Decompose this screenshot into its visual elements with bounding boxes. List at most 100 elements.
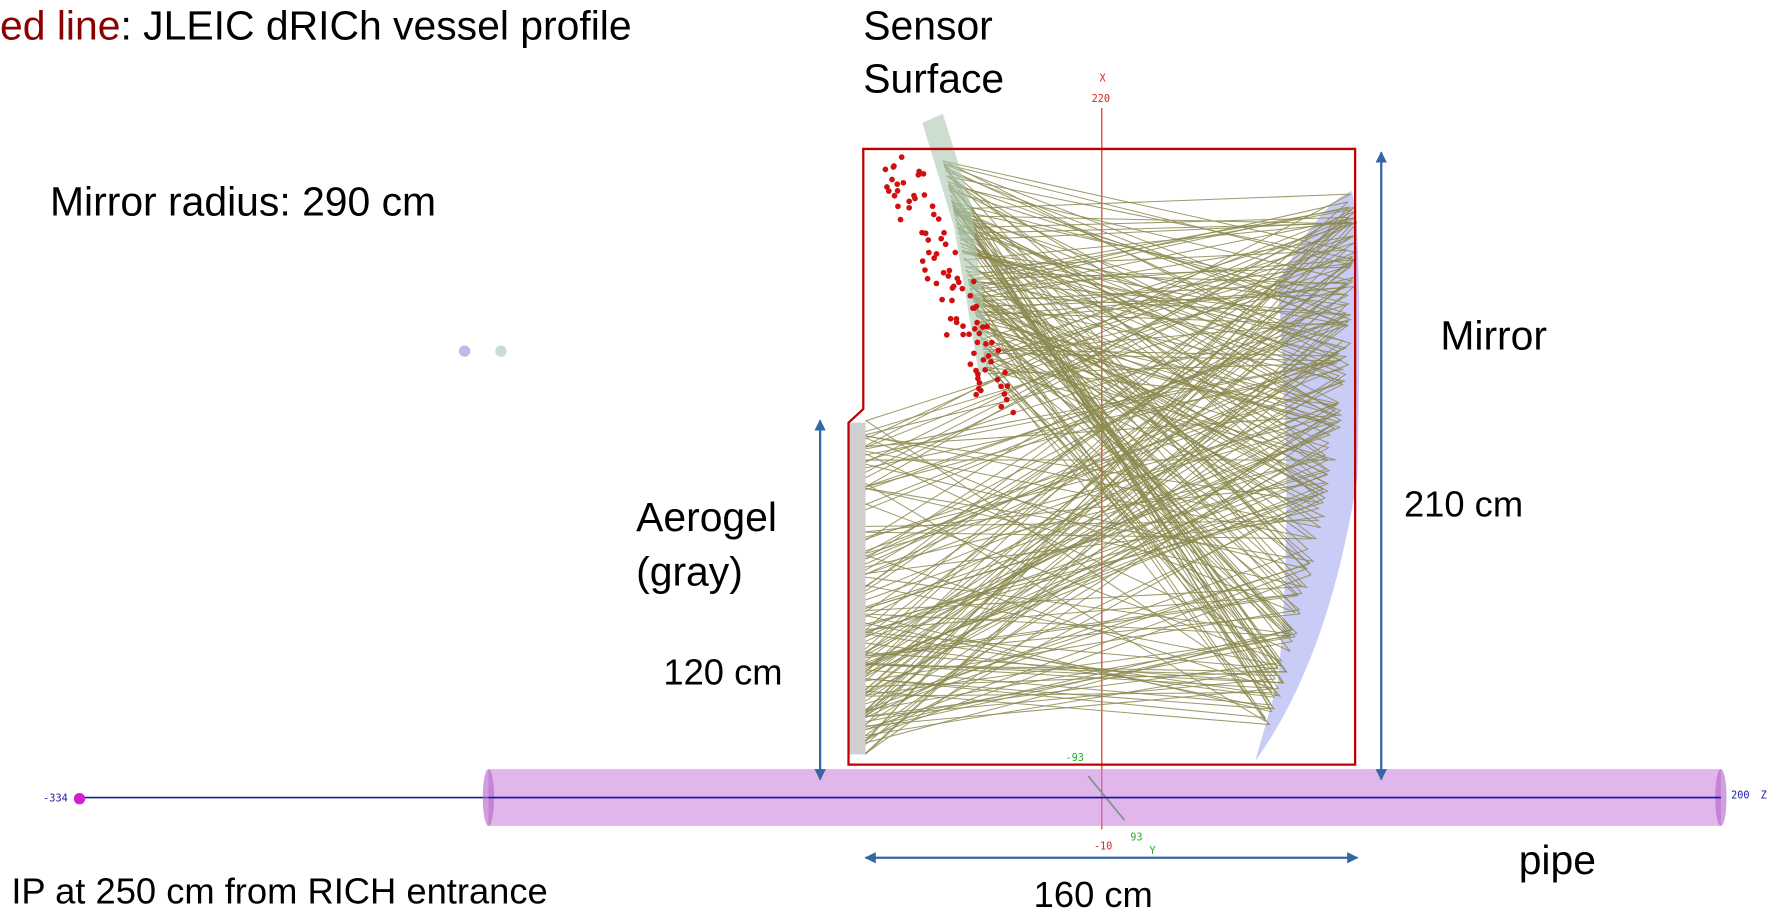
hit [968,361,974,367]
hit [976,386,982,392]
hit [1004,383,1010,389]
hit [974,320,980,326]
hit [941,230,947,236]
ip-point [74,793,85,804]
hit [923,230,929,236]
hit [939,297,945,303]
ray [866,243,1354,559]
hit [895,203,901,209]
hit [934,281,940,287]
hit [956,279,962,285]
title-highlight: ed line [0,2,120,48]
hit [989,340,995,346]
hit [906,198,912,204]
hit [943,241,949,247]
hit [891,163,897,169]
hit [976,331,982,337]
hit [983,341,989,347]
hit [911,193,917,199]
page: ed line: JLEIC dRICh vessel profile Sens… [0,0,1772,909]
hit [883,167,889,173]
hit [920,258,926,264]
label: (gray) [636,549,743,595]
hit [916,169,922,175]
hit [960,332,966,338]
dot [459,345,470,356]
hit [959,286,965,292]
hit [922,192,928,198]
hit [886,188,892,194]
hit [982,367,988,373]
hit [946,273,952,279]
hit [973,392,979,398]
label: IP at 250 cm from RICH entrance [11,871,547,909]
hit [988,359,994,365]
hit [995,377,1001,383]
label: Aerogel [636,494,777,540]
axis-label: -10 [1094,841,1112,852]
axis-label: -334 [43,794,68,805]
axis-label: Z [1761,790,1767,801]
hit [944,332,950,338]
title-rest: : JLEIC dRICh vessel profile [120,2,631,48]
hit [952,250,958,256]
hit [996,347,1002,353]
hit [941,270,947,276]
hit [950,285,956,291]
hit [1004,397,1010,403]
hit [948,316,954,322]
hit [925,237,931,243]
label: 210 cm [1404,483,1523,524]
hit [1002,391,1008,397]
hit [975,340,981,346]
dot [495,345,506,356]
label: Surface [863,56,1004,102]
hit [922,267,928,273]
diagram: ed line: JLEIC dRICh vessel profile Sens… [0,0,1772,909]
hit [998,384,1004,390]
hit [895,188,901,194]
hit [901,180,907,186]
hit [972,326,978,332]
hit [892,193,898,199]
hit [925,276,931,282]
hit [981,357,987,363]
axis-label: 220 [1092,94,1110,105]
hit [936,216,942,222]
hit [1010,410,1016,416]
hit [906,205,912,211]
axis-label: -93 [1065,753,1083,764]
axis-label: 200 [1731,790,1749,801]
hit [971,279,977,285]
hit [934,251,940,257]
hit [984,324,990,330]
hit [986,353,992,359]
hit [977,380,983,386]
aerogel [850,423,866,755]
title: ed line: JLEIC dRICh vessel profile [0,2,632,48]
hit [938,236,944,242]
ray [866,207,1354,672]
hit [970,305,976,311]
hit [998,404,1004,410]
hit [973,368,979,374]
hit [926,250,932,256]
hit [967,293,973,299]
hit [966,331,972,337]
axis-label: 93 [1130,832,1142,843]
label: 120 cm [663,651,782,692]
label: Sensor [863,2,993,48]
hit [947,268,953,274]
label: pipe [1519,837,1596,883]
hit [960,323,966,329]
hit [971,350,977,356]
hit [930,203,936,209]
hit [954,316,960,322]
axis-label: X [1100,74,1107,85]
hit [898,217,904,223]
hit [899,154,905,160]
hit [1002,370,1008,376]
label: Mirror radius: 290 cm [50,178,436,224]
label: Mirror [1440,312,1547,358]
hit [894,181,900,187]
